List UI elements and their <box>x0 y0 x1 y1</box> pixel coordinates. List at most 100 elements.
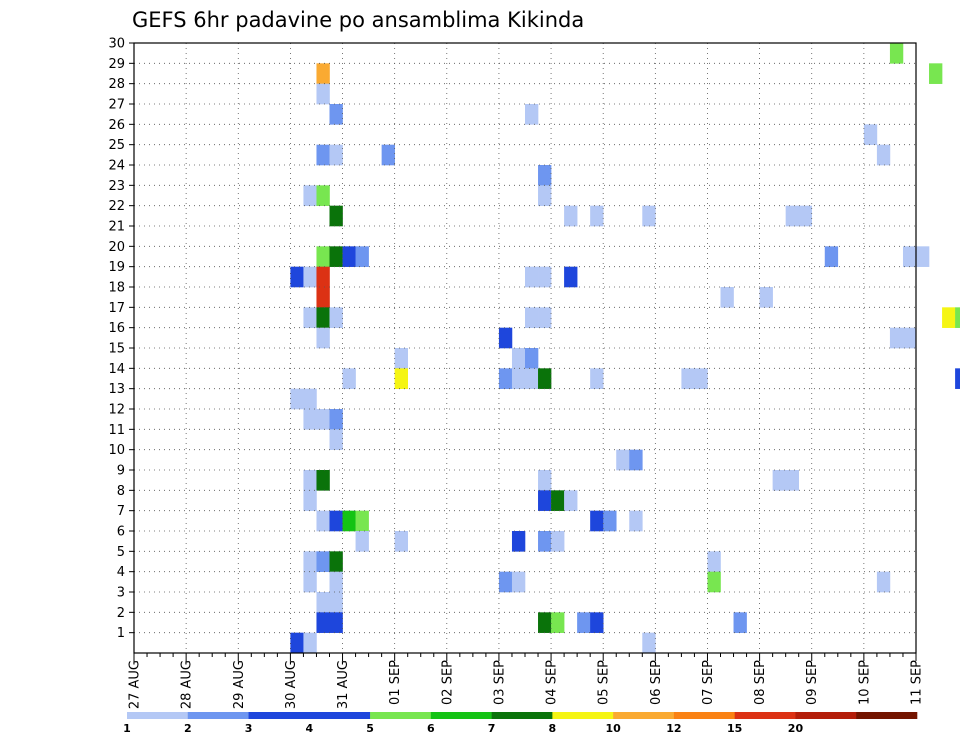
y-tick-label: 1 <box>117 626 125 641</box>
y-tick-label: 10 <box>108 443 125 458</box>
legend-swatch <box>430 712 492 719</box>
heatmap-cells <box>290 43 960 654</box>
heatmap-cell <box>538 490 552 511</box>
legend-label: 10 <box>605 722 621 735</box>
heatmap-cell <box>590 368 604 389</box>
heatmap-cell <box>329 104 343 125</box>
x-tick-label: 03 SEP <box>492 660 507 705</box>
y-tick-label: 29 <box>108 57 125 72</box>
x-tick-label: 29 AUG <box>232 660 247 709</box>
legend-swatch <box>795 712 857 719</box>
x-tick-label: 27 AUG <box>128 660 143 709</box>
heatmap-cell <box>707 571 721 593</box>
heatmap-cell <box>785 470 799 491</box>
heatmap-cell <box>303 470 317 491</box>
heatmap-cell <box>290 632 304 654</box>
heatmap-cell <box>772 470 786 491</box>
heatmap-cell <box>303 571 317 593</box>
heatmap-cell <box>564 266 578 288</box>
heatmap-cell <box>342 368 356 389</box>
heatmap-cell <box>303 185 317 206</box>
legend-label: 15 <box>727 722 742 735</box>
heatmap-cell <box>564 205 578 227</box>
color-legend: 1 2 3 4 5 6 7 8 10 12 15 20 <box>123 712 918 735</box>
heatmap-cell <box>902 327 917 349</box>
y-tick-label: 27 <box>108 98 125 113</box>
legend-swatch <box>734 712 796 719</box>
y-tick-label: 8 <box>117 484 125 499</box>
heatmap-cell <box>511 571 526 593</box>
heatmap-cell <box>824 246 839 267</box>
heatmap-cell <box>329 551 343 572</box>
legend-label: 20 <box>788 722 804 735</box>
heatmap-cell <box>785 205 799 227</box>
heatmap-cell <box>798 205 813 227</box>
heatmap-cell <box>538 531 552 552</box>
heatmap-cell <box>381 144 395 166</box>
heatmap-cell <box>577 612 591 633</box>
y-tick-label: 5 <box>117 545 125 560</box>
legend-label: 8 <box>549 722 557 735</box>
heatmap-cell <box>551 490 565 511</box>
heatmap-cell <box>394 348 408 369</box>
grid-lines <box>134 43 916 653</box>
y-tick-label: 18 <box>108 281 125 296</box>
heatmap-cell <box>316 287 330 308</box>
heatmap-cell <box>303 307 317 328</box>
legend-swatch <box>673 712 735 719</box>
heatmap-cell <box>316 612 330 633</box>
heatmap-cell <box>329 307 343 328</box>
y-tick-label: 3 <box>117 586 125 601</box>
heatmap-cell <box>316 185 330 206</box>
heatmap-cell <box>603 510 617 532</box>
heatmap-cell <box>863 124 878 145</box>
heatmap-cell <box>616 449 630 471</box>
y-tick-label: 21 <box>108 220 125 235</box>
y-tick-label: 22 <box>108 199 125 214</box>
heatmap-cell <box>303 490 317 511</box>
legend-label: 2 <box>184 722 192 735</box>
y-tick-label: 24 <box>108 159 125 174</box>
heatmap-cell <box>929 63 943 84</box>
y-tick-label: 17 <box>108 301 125 316</box>
heatmap-cell <box>538 165 552 186</box>
legend-swatch <box>248 712 310 719</box>
heatmap-cell <box>538 266 552 288</box>
legend-label: 12 <box>666 722 681 735</box>
heatmap-cell <box>916 246 930 267</box>
y-tick-label: 12 <box>108 403 125 418</box>
x-tick-label: 05 SEP <box>597 660 612 705</box>
heatmap-cell <box>355 531 369 552</box>
y-tick-label: 15 <box>108 342 125 357</box>
heatmap-cell <box>511 368 526 389</box>
y-tick-label: 30 <box>108 37 125 52</box>
heatmap-cell <box>525 266 539 288</box>
heatmap-cell <box>889 43 904 64</box>
heatmap-cell <box>303 388 317 410</box>
heatmap-cell <box>316 246 330 267</box>
heatmap-cell <box>329 409 343 430</box>
heatmap-cell <box>955 307 960 328</box>
heatmap-cell <box>538 368 552 389</box>
heatmap-cell <box>564 490 578 511</box>
heatmap-cell <box>511 348 526 369</box>
heatmap-cell <box>642 632 656 654</box>
heatmap-cell <box>329 592 343 613</box>
y-axis: 1234567891011121314151617181920212223242… <box>108 37 134 641</box>
heatmap-cell <box>590 510 604 532</box>
heatmap-cell <box>329 612 343 633</box>
y-tick-label: 26 <box>108 118 125 133</box>
legend-label: 4 <box>305 722 313 735</box>
heatmap-cell <box>876 571 891 593</box>
y-tick-label: 20 <box>108 240 125 255</box>
y-tick-label: 23 <box>108 179 125 194</box>
legend-label: 3 <box>245 722 253 735</box>
y-tick-label: 11 <box>108 423 125 438</box>
legend-swatch <box>613 712 675 719</box>
legend-swatch <box>856 712 918 719</box>
heatmap-cell <box>759 287 773 308</box>
x-tick-label: 06 SEP <box>649 660 664 705</box>
heatmap-cell <box>955 368 960 389</box>
heatmap-cell <box>290 266 304 288</box>
x-tick-label: 02 SEP <box>440 660 455 705</box>
